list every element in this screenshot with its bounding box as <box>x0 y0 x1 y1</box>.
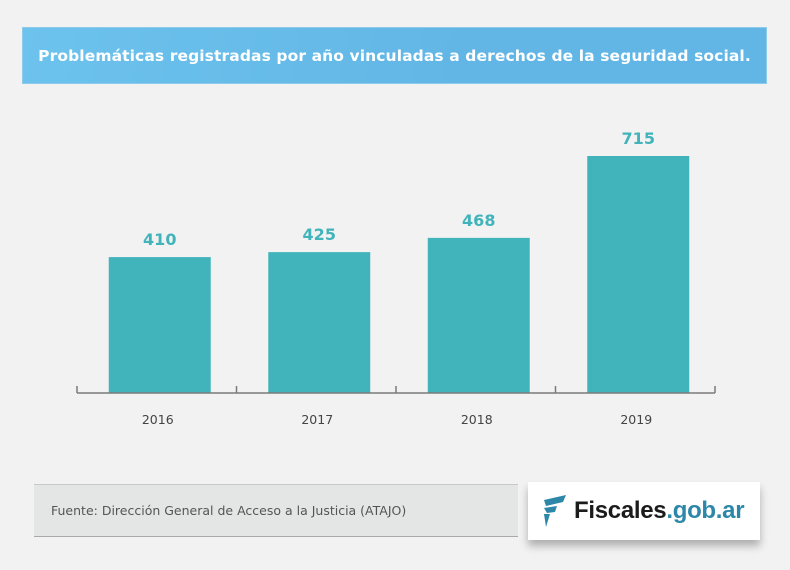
value-label-2019: 715 <box>622 129 655 148</box>
bar-2016 <box>108 257 211 393</box>
x-tick-label-2018: 2018 <box>461 412 493 427</box>
x-tick-label-2016: 2016 <box>142 412 174 427</box>
fiscales-flag-icon <box>544 495 566 527</box>
bar-2017 <box>268 252 371 393</box>
bar-chart: 410 425 468 715 2016 2017 2018 2019 <box>76 129 716 427</box>
x-tick-labels: 2016 2017 2018 2019 <box>142 412 652 427</box>
value-label-2018: 468 <box>462 211 495 230</box>
x-axis <box>76 386 716 394</box>
source-box: Fuente: Dirección General de Acceso a la… <box>34 484 518 537</box>
chart-title: Problemáticas registradas por año vincul… <box>38 46 751 65</box>
value-label-2017: 425 <box>303 225 336 244</box>
value-labels-layer: 410 425 468 715 <box>143 129 655 249</box>
title-banner: Problemáticas registradas por año vincul… <box>22 27 767 84</box>
logo-main-text: Fiscales <box>574 497 667 524</box>
fiscales-logo[interactable]: Fiscales .gob.ar <box>528 482 760 540</box>
logo-domain-text: .gob.ar <box>666 497 745 524</box>
source-text: Fuente: Dirección General de Acceso a la… <box>51 503 407 518</box>
value-label-2016: 410 <box>143 230 176 249</box>
bar-2019 <box>587 156 690 393</box>
x-tick-label-2019: 2019 <box>620 412 652 427</box>
bar-2018 <box>427 237 530 393</box>
bars-layer <box>108 156 690 393</box>
x-tick-label-2017: 2017 <box>301 412 333 427</box>
